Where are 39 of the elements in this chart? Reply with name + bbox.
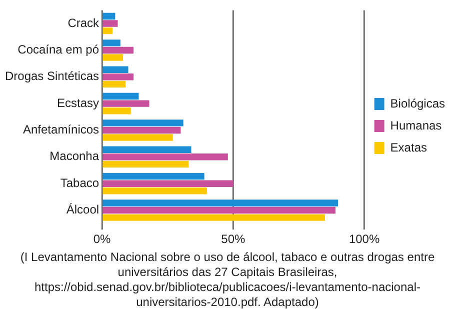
bar xyxy=(102,188,207,194)
bar xyxy=(102,214,325,221)
bar xyxy=(102,74,134,80)
bar xyxy=(102,154,228,160)
x-tick-label: 100% xyxy=(348,232,380,246)
bar xyxy=(102,80,126,88)
legend-label: Biológicas xyxy=(390,96,446,110)
y-tick-label: Cocaína em pó xyxy=(18,42,100,57)
legend-label: Humanas xyxy=(390,118,442,132)
bar xyxy=(102,206,336,214)
bar xyxy=(102,160,189,168)
y-tick-label: Álcool xyxy=(66,202,100,217)
y-tick-label: Maconha xyxy=(50,149,100,164)
bar xyxy=(102,100,150,107)
bar xyxy=(102,40,120,46)
bar xyxy=(102,134,173,141)
x-tick-label: 0% xyxy=(93,232,112,246)
x-tick-label: 50% xyxy=(221,232,246,246)
bar xyxy=(102,27,113,34)
y-tick-label: Anfetamínicos xyxy=(22,122,100,137)
bar xyxy=(102,172,204,180)
bar xyxy=(102,120,184,126)
bar xyxy=(102,92,139,100)
bar xyxy=(102,20,118,27)
bar xyxy=(102,54,124,61)
legend-label: Exatas xyxy=(390,140,427,154)
bar xyxy=(102,46,134,54)
bar xyxy=(102,126,181,134)
bar xyxy=(102,200,338,206)
bar xyxy=(102,66,128,73)
y-tick-label: Drogas Sintéticas xyxy=(4,69,100,84)
bar xyxy=(102,146,192,153)
bar xyxy=(102,180,234,187)
y-tick-label: Ecstasy xyxy=(57,96,100,110)
y-tick-label: Crack xyxy=(68,16,100,30)
bar xyxy=(102,12,116,20)
bar xyxy=(102,108,131,114)
y-tick-label: Tabaco xyxy=(60,176,100,190)
text: (I Levantamento Nacional sobre o uso de álcool, tabaco e outras drogas entre universitários das 27 Capitais Brasileiras, https://obid.senad.gov.br/biblioteca/publicacoes/i-levantamento-nacional-universitarios-2010.pdf. Adaptado) xyxy=(19,250,436,309)
